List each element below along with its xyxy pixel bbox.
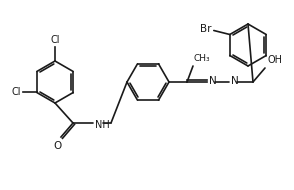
Text: OH: OH: [267, 55, 282, 65]
Text: Br: Br: [200, 24, 212, 33]
Text: N: N: [231, 76, 239, 86]
Text: Cl: Cl: [50, 35, 60, 45]
Text: O: O: [54, 141, 62, 151]
Text: N: N: [209, 76, 217, 86]
Text: Cl: Cl: [11, 88, 21, 97]
Text: NH: NH: [95, 120, 110, 130]
Text: CH₃: CH₃: [194, 54, 211, 63]
